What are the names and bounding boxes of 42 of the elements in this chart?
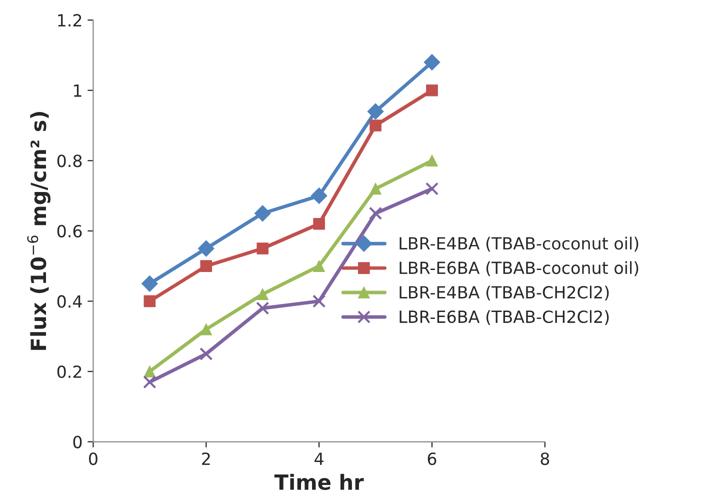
point — [313, 218, 325, 230]
point — [143, 375, 156, 389]
point — [256, 288, 269, 300]
point — [370, 182, 382, 195]
point — [256, 302, 270, 315]
x-tick-label: 6 — [428, 452, 436, 466]
y-tick-label: 0.8 — [57, 154, 82, 168]
point — [426, 154, 438, 167]
y-tick-label: 0.2 — [57, 365, 82, 378]
x-tick-label: 4 — [314, 452, 324, 465]
legend-label: LBR-E6BA (TBAB-CH2Cl2) — [400, 310, 609, 326]
point — [426, 84, 438, 96]
y-tick-label: 1 — [74, 84, 82, 97]
y-axis-title: Flux (10$^{−6}$ mg/cm² s) — [27, 112, 50, 350]
point — [370, 120, 382, 132]
legend-label: LBR-E4BA (TBAB-coconut oil) — [400, 236, 638, 252]
point — [144, 295, 156, 308]
point — [256, 242, 269, 254]
y-tick-label: 1.2 — [58, 14, 82, 26]
point — [425, 182, 439, 196]
point — [198, 240, 214, 257]
point — [200, 347, 213, 361]
x-tick-label: 2 — [202, 452, 210, 465]
point — [424, 54, 440, 70]
point — [144, 366, 156, 378]
legend-label: LBR-E6BA (TBAB-coconut oil) — [400, 261, 638, 276]
x-axis-title: Time hr — [274, 474, 364, 490]
point — [200, 260, 212, 272]
point — [368, 206, 382, 220]
point — [312, 294, 326, 308]
point — [313, 260, 325, 272]
x-tick-label: 8 — [540, 452, 550, 466]
point — [141, 275, 158, 292]
y-tick-label: 0.6 — [57, 224, 82, 238]
point — [200, 323, 212, 336]
x-tick-label: 0 — [89, 452, 98, 466]
point — [310, 188, 328, 204]
point — [367, 103, 384, 120]
point — [254, 205, 271, 222]
y-tick-label: 0 — [73, 436, 82, 448]
y-tick-label: 0.4 — [57, 295, 82, 308]
legend-label: LBR-E4BA (TBAB-CH2Cl2) — [400, 286, 609, 301]
